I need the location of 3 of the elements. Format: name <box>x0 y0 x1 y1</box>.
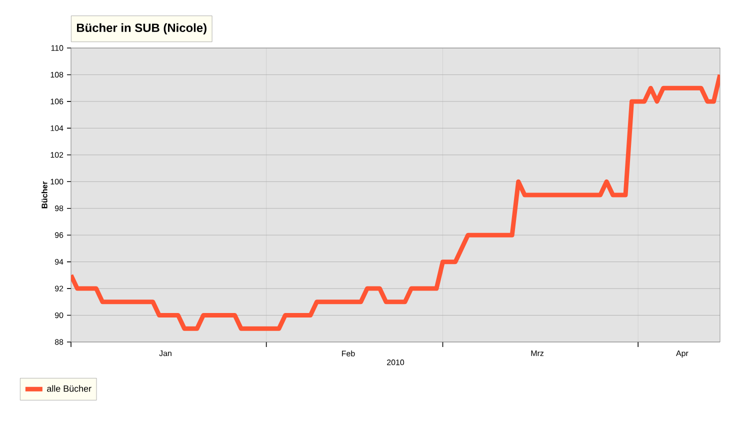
line-series <box>71 72 720 331</box>
legend-label: alle Bücher <box>47 385 92 392</box>
chart-title: Bücher in SUB (Nicole) <box>76 23 206 34</box>
